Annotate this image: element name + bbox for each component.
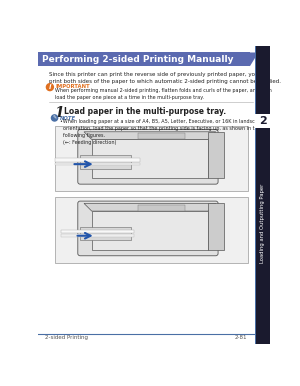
Text: ✎: ✎ [52,115,57,120]
Bar [61,230,134,234]
Bar [138,205,185,211]
Text: Load paper in the multi-purpose tray.: Load paper in the multi-purpose tray. [64,107,226,116]
Polygon shape [84,203,216,211]
Bar [80,227,130,240]
Bar [55,197,248,263]
Bar [38,52,250,66]
Text: 1: 1 [55,106,64,120]
Bar [55,158,140,162]
Text: IMPORTANT: IMPORTANT [55,85,90,90]
Polygon shape [92,211,208,250]
Circle shape [52,115,58,121]
Bar [55,163,140,165]
Polygon shape [92,139,208,178]
Bar [61,234,134,237]
Text: When performing manual 2-sided printing, flatten folds and curls of the paper, a: When performing manual 2-sided printing,… [55,88,272,100]
Bar [254,46,256,344]
Text: 2-sided Printing: 2-sided Printing [45,335,88,340]
FancyBboxPatch shape [78,201,218,256]
Polygon shape [208,203,224,250]
Text: i: i [49,84,51,90]
Bar [255,46,270,344]
Polygon shape [84,132,216,139]
Text: •When loading paper at a size of A4, B5, A5, Letter, Executive, or 16K in landsc: •When loading paper at a size of A4, B5,… [60,120,264,146]
FancyBboxPatch shape [78,129,218,184]
Polygon shape [208,132,224,178]
Text: Loading and Outputting Paper: Loading and Outputting Paper [260,184,265,263]
Text: Performing 2-sided Printing Manually: Performing 2-sided Printing Manually [42,55,234,64]
Bar [138,133,185,139]
Circle shape [46,84,53,91]
Bar [80,155,130,169]
Text: Since this printer can print the reverse side of previously printed paper, you c: Since this printer can print the reverse… [49,72,281,84]
Text: NOTE: NOTE [60,116,76,120]
Bar [55,125,248,191]
Text: 2-81: 2-81 [234,335,247,340]
Bar [255,114,270,128]
Polygon shape [250,52,258,66]
Text: 2: 2 [259,116,266,126]
